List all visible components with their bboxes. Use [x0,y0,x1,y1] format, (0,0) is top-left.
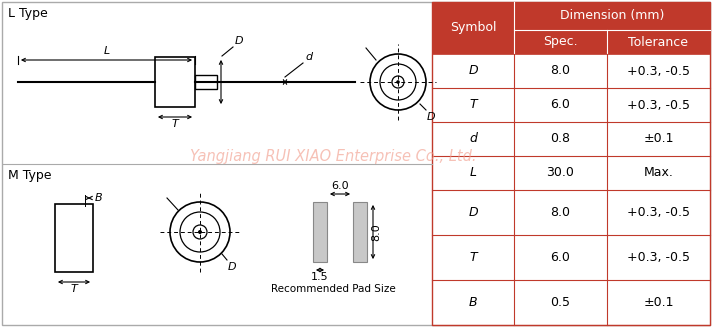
Text: D: D [468,64,478,77]
Text: ±0.1: ±0.1 [643,132,674,146]
Text: D: D [235,36,244,46]
Text: T: T [469,98,477,112]
Bar [432,2,710,54]
Text: 0.5: 0.5 [550,296,570,309]
Bar [353,202,367,262]
Text: 0.8: 0.8 [550,132,570,146]
Text: Recommended Pad Size: Recommended Pad Size [271,284,396,294]
Text: 6.0: 6.0 [331,181,349,191]
Text: 8.0: 8.0 [550,64,570,77]
Text: 8.0: 8.0 [550,206,570,219]
Text: Max.: Max. [644,166,674,180]
Circle shape [396,80,400,84]
Text: 8.0: 8.0 [371,223,381,241]
Text: D: D [427,112,436,122]
Text: T: T [469,251,477,264]
Text: d: d [469,132,477,146]
Text: B: B [468,296,477,309]
Text: L: L [469,166,476,180]
Text: +0.3, -0.5: +0.3, -0.5 [627,251,690,264]
Bar [195,75,217,89]
Text: ±0.1: ±0.1 [643,296,674,309]
Bar [432,2,710,325]
Text: 30.0: 30.0 [547,166,575,180]
Text: Dimension (mm): Dimension (mm) [560,9,664,23]
Text: B: B [95,193,103,203]
Text: +0.3, -0.5: +0.3, -0.5 [627,64,690,77]
Text: Yangjiang RUI XIAO Enterprise Co., Ltd.: Yangjiang RUI XIAO Enterprise Co., Ltd. [190,149,476,164]
Bar [155,57,195,107]
Bar [55,204,93,272]
Text: 6.0: 6.0 [550,251,570,264]
Bar [313,202,327,262]
Text: 6.0: 6.0 [550,98,570,112]
Text: L Type: L Type [8,7,48,20]
Text: +0.3, -0.5: +0.3, -0.5 [627,98,690,112]
Text: Tolerance: Tolerance [629,36,689,48]
Text: M Type: M Type [8,169,51,182]
Text: d: d [305,52,312,62]
Text: D: D [228,262,236,272]
Circle shape [198,230,202,234]
Text: Symbol: Symbol [450,22,496,35]
Text: +0.3, -0.5: +0.3, -0.5 [627,206,690,219]
Text: Spec.: Spec. [543,36,578,48]
Text: L: L [103,46,110,56]
Text: 1.5: 1.5 [311,272,329,282]
Text: T: T [172,119,179,129]
Text: T: T [70,284,78,294]
Text: D: D [468,206,478,219]
